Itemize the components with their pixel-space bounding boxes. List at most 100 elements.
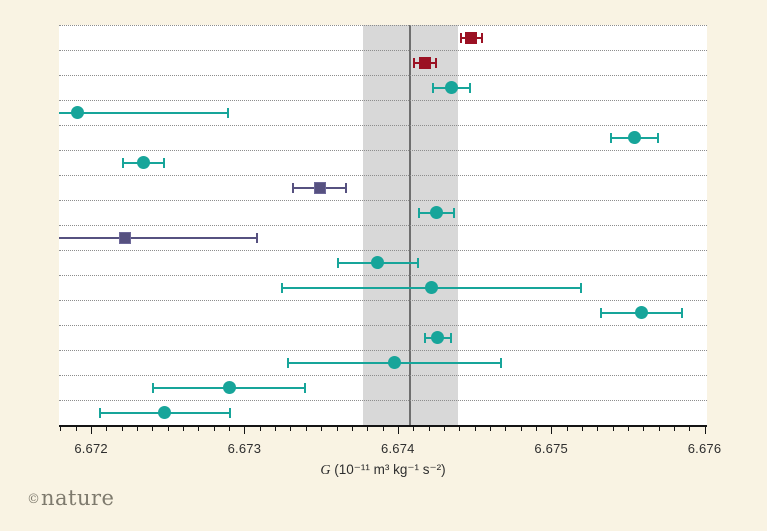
dotted-gridline [59,100,707,101]
x-axis-minor-tick [121,427,123,431]
x-axis-minor-tick [183,427,185,431]
x-axis-tick-label: 6.674 [381,441,415,456]
x-axis-minor-tick [367,427,369,431]
x-axis-minor-tick [658,427,660,431]
error-bar-right-cap [449,332,452,343]
x-axis-minor-tick [581,427,583,431]
dotted-gridline [59,300,707,301]
x-axis-minor-tick [428,427,430,431]
x-axis-minor-tick [382,427,384,431]
x-axis-minor-tick [321,427,323,431]
x-axis-minor-tick [489,427,491,431]
dotted-gridline [59,25,707,26]
x-axis-minor-tick [60,427,62,431]
x-axis-minor-tick [213,427,215,431]
dotted-gridline [59,250,707,251]
error-bar-left-cap [152,382,155,393]
error-bar-right-cap [227,107,230,118]
data-point-square [118,231,131,244]
error-bar-right-cap [579,282,582,293]
x-axis-minor-tick [75,427,77,431]
data-point-circle [425,281,438,294]
error-bar-right-cap [345,182,348,193]
x-axis-minor-tick [137,427,139,431]
x-axis-minor-tick [305,427,307,431]
error-bar-right-cap [435,57,438,68]
dotted-gridline [59,200,707,201]
x-axis-title-units: (10⁻¹¹ m³ kg⁻¹ s⁻²) [330,462,446,477]
dotted-gridline [59,75,707,76]
dotted-gridline [59,125,707,126]
data-point-square [313,181,326,194]
x-axis-minor-tick [474,427,476,431]
data-point-circle [635,306,649,319]
data-point-circle [627,131,641,144]
x-axis-tick-label: 6.676 [687,441,722,456]
error-bar-left-cap [609,132,612,143]
x-axis-minor-tick [351,427,353,431]
error-bar-right-cap [500,357,503,368]
x-axis-minor-tick [505,427,507,431]
nature-logo: ©nature [27,486,114,510]
x-axis-minor-tick [459,427,461,431]
x-axis-tick-label: 6.673 [227,441,262,456]
x-axis-tick-label: 6.672 [74,441,108,456]
error-bar-right-cap [303,382,306,393]
error-bar [59,111,230,114]
dotted-gridline [59,175,707,176]
x-axis-tick-label: 6.675 [534,441,568,456]
dotted-gridline [59,375,707,376]
data-point-square [465,31,478,44]
x-axis-major-tick [397,427,399,434]
data-point-circle [136,156,150,169]
dotted-gridline [59,325,707,326]
x-axis-minor-tick [443,427,445,431]
error-bar-right-cap [681,307,684,318]
dotted-gridline [59,50,707,51]
error-bar-left-cap [600,307,603,318]
x-axis-minor-tick [106,427,108,431]
error-bar-left-cap [459,32,462,43]
error-bar-right-cap [162,157,165,168]
dotted-gridline [59,275,707,276]
x-axis-minor-tick [612,427,614,431]
data-point-circle [158,406,172,419]
x-axis-minor-tick [275,427,277,431]
data-point-circle [429,206,443,219]
error-bar-right-cap [452,207,455,218]
x-axis-minor-tick [627,427,629,431]
data-point-circle [70,106,84,119]
data-point-circle [445,81,458,94]
error-bar-right-cap [417,257,420,268]
x-axis-minor-tick [597,427,599,431]
x-axis-minor-tick [290,427,292,431]
x-axis-minor-tick [413,427,415,431]
x-axis-minor-tick [198,427,200,431]
x-axis-line [59,425,707,427]
plot-area [59,25,707,425]
error-bar-left-cap [121,157,124,168]
x-axis-minor-tick [336,427,338,431]
error-bar-right-cap [656,132,659,143]
x-axis-title: G (10⁻¹¹ m³ kg⁻¹ s⁻²) [320,462,445,479]
x-axis-major-tick [551,427,553,434]
x-axis-major-tick [91,427,93,434]
error-bar-left-cap [417,207,420,218]
error-bar-left-cap [281,282,284,293]
x-axis-minor-tick [689,427,691,431]
x-axis-minor-tick [643,427,645,431]
dotted-gridline [59,150,707,151]
x-axis-major-tick [244,427,246,434]
error-bar-left-cap [98,407,101,418]
data-point-square [419,56,432,69]
x-axis-major-tick [704,427,706,434]
error-bar-left-cap [413,57,416,68]
error-bar-left-cap [287,357,290,368]
error-bar-right-cap [256,232,259,243]
x-axis-minor-tick [566,427,568,431]
error-bar-right-cap [469,82,472,93]
data-point-circle [222,381,236,394]
data-point-circle [371,256,385,269]
x-axis-minor-tick [673,427,675,431]
